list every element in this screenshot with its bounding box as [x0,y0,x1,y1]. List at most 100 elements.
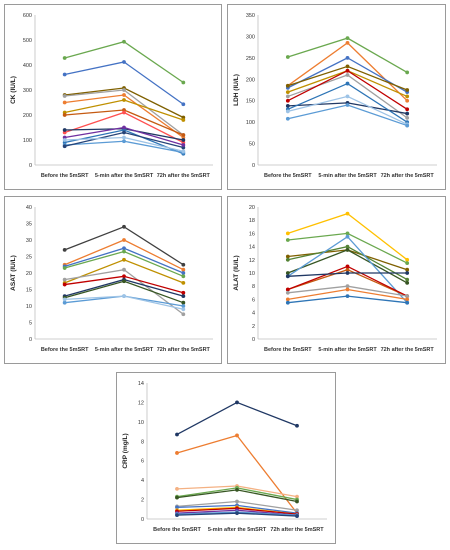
crp-chart: 0 2 4 6 8 10 12 14 Before the 5mSRT 5-min after t… [122,381,327,533]
asat-chart-panel: 0 5 10 15 20 25 30 35 40 Before the 5mSRT 5-min af… [4,196,222,364]
data-point [175,451,179,455]
data-point [62,144,67,149]
data-point [181,80,186,85]
y-tick-label: 400 [23,63,32,69]
y-tick-label: 300 [23,88,32,94]
crp-chart-panel: 0 2 4 6 8 10 12 14 Before the 5mSRT 5-min after t… [116,372,336,544]
series-line [176,401,298,436]
data-point [62,138,67,142]
ck-chart-panel: 0 100 200 300 400 500 600 Before the 5mSRT 5-min… [4,4,222,190]
series-line [64,61,184,105]
data-point [345,248,350,252]
data-point [285,290,290,295]
data-point [405,277,410,282]
data-point [62,94,67,98]
data-point [181,271,186,275]
y-tick-label: 50 [249,142,255,148]
data-point [235,487,239,492]
data-point [405,88,410,92]
data-point [285,231,290,236]
y-tick-label: 14 [249,245,255,251]
data-point [285,287,290,292]
series-line [64,280,184,304]
y-tick-label: 30 [26,238,32,244]
y-tick-label: 300 [246,34,255,40]
data-point [285,274,290,279]
y-tick-label: 15 [26,288,32,294]
data-point [62,266,67,270]
data-point [345,36,350,41]
data-point [181,102,186,107]
data-point [345,68,350,73]
x-tick-label: Before the 5mSRT [264,173,312,179]
y-axis-label: ASAT (IU/L) [10,255,17,291]
data-point [62,113,67,117]
data-point [62,277,67,282]
y-tick-label: 4 [252,311,255,317]
data-point [285,109,290,114]
data-point [181,274,186,279]
data-point [285,55,290,59]
y-tick-label: 40 [26,205,32,211]
x-tick-label: Before the 5mSRT [41,347,89,353]
data-point [405,297,410,302]
data-point [295,508,299,513]
data-point [122,125,126,130]
data-point [345,40,350,45]
data-point [122,274,126,279]
data-point [345,271,350,275]
data-point [405,111,410,116]
y-tick-label: 12 [249,258,255,264]
data-point [122,279,126,284]
data-point [122,257,126,262]
y-tick-label: 18 [249,218,255,224]
data-point [181,307,186,312]
y-tick-label: 150 [246,99,255,105]
data-point [235,511,239,516]
y-tick-label: 10 [26,304,32,310]
data-point [405,70,410,75]
data-point [181,118,186,122]
y-tick-label: 0 [29,337,32,343]
data-point [345,64,350,69]
data-point [345,73,350,77]
data-point [181,143,186,147]
y-tick-label: 25 [26,255,32,261]
data-point [405,267,410,272]
data-point [405,115,410,120]
data-point [122,135,126,140]
data-point [181,138,186,142]
data-point [175,505,179,510]
y-tick-label: 0 [252,163,255,169]
y-axis-label: CRP (mg/L) [122,433,129,468]
data-point [181,304,186,308]
data-point [405,107,410,112]
data-point [235,499,239,504]
y-axis-label: LDH (IU/L) [233,74,240,106]
x-tick-label: 5-min after the 5mSRT [208,527,267,533]
x-tick-label: 72h after the 5mSRT [381,173,435,179]
data-point [285,257,290,262]
data-point [62,128,67,132]
data-point [285,90,290,95]
y-tick-label: 8 [252,284,255,290]
data-point [62,300,67,305]
ck-chart: 0 100 200 300 400 500 600 Before the 5mSRT 5-min… [10,13,213,179]
data-point [181,294,186,298]
y-tick-label: 14 [138,381,144,387]
data-point [405,98,410,103]
y-tick-label: 350 [246,13,255,19]
data-point [345,211,350,216]
y-tick-label: 35 [26,222,32,228]
x-tick-label: Before the 5mSRT [153,527,201,533]
data-point [62,56,67,60]
y-tick-label: 0 [141,517,144,523]
data-point [122,88,126,92]
x-tick-label: 72h after the 5mSRT [157,347,211,353]
data-point [62,297,67,302]
data-point [122,39,126,44]
data-point [345,287,350,292]
data-point [285,103,290,108]
data-point [345,284,350,289]
data-point [405,257,410,262]
